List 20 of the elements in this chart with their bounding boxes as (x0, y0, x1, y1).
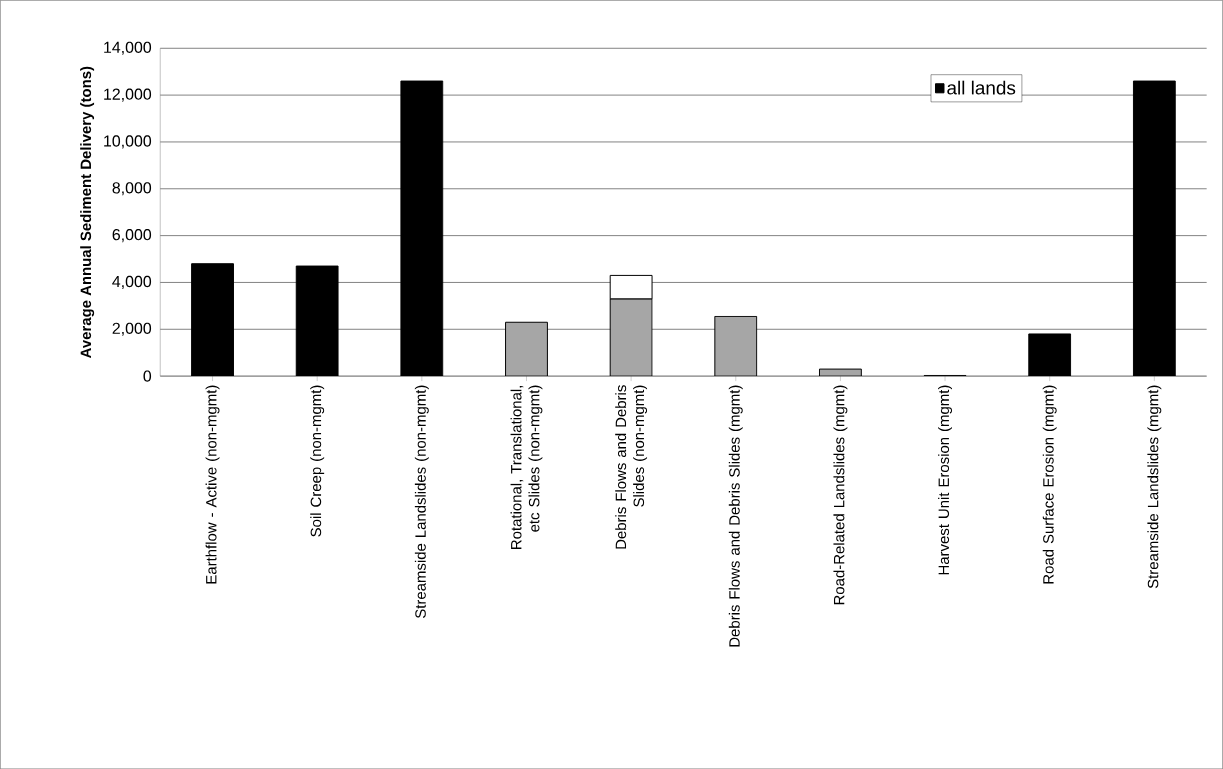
x-tick-label: Streamside Landslides (non-mgmt) (414, 385, 429, 618)
x-tick-label: Earthflow - Active (non-mgmt) (205, 385, 220, 584)
y-tick-label: 2,000 (112, 322, 152, 336)
x-tick-label: Rotational, Translational, etc Slides (non-mgmt) (510, 385, 543, 549)
legend-label: all lands (947, 80, 1016, 95)
y-tick-label: 4,000 (112, 275, 152, 289)
y-tick-label: 10,000 (104, 135, 152, 149)
y-tick-label: 12,000 (104, 88, 152, 102)
x-tick-label: Soil Creep (non-mgmt) (310, 385, 325, 537)
y-tick-label: 0 (143, 370, 152, 382)
x-tick-label: Debris Flows and Debris Slides (mgmt) (728, 385, 743, 647)
y-tick-label: 6,000 (112, 228, 152, 243)
y-tick-label: 14,000 (104, 41, 152, 55)
y-tick-label: 8,000 (112, 182, 152, 196)
x-tick-label: Streamside Landslides (mgmt) (1147, 385, 1162, 589)
x-tick-label: Road-Related Landslides (mgmt) (833, 385, 848, 605)
y-axis-title: Average Annual Sediment Delivery (tons) (80, 66, 95, 358)
x-tick-label: Road Surface Erosion (mgmt) (1042, 385, 1057, 584)
x-tick-label: Debris Flows and Debris Slides (non-mgmt) (615, 385, 648, 549)
x-tick-label: Harvest Unit Erosion (mgmt) (938, 385, 953, 575)
